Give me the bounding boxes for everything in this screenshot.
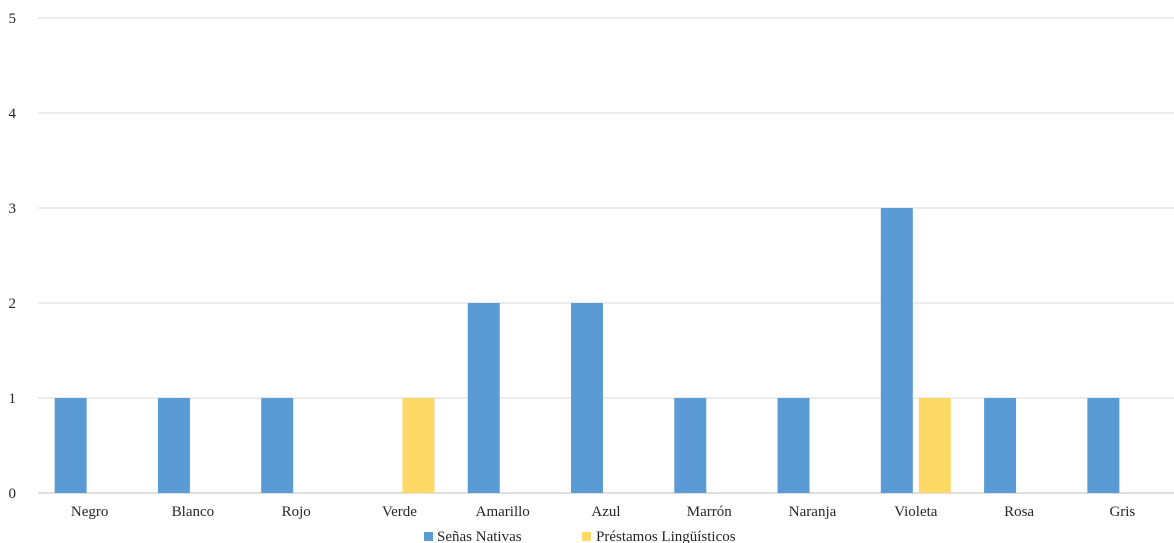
bars [54, 208, 1120, 493]
x-tick-label: Gris [1109, 504, 1135, 520]
bar-se-as-nativas-marrón [674, 398, 707, 493]
y-tick-label: 5 [9, 11, 17, 27]
x-axis: Negro Blanco Rojo Verde Amarillo Azul Marrón Na… [71, 504, 1136, 520]
bar-pr-stamos-ling-sticos-verde [402, 398, 435, 493]
x-tick-label: Amarillo [476, 504, 530, 520]
y-tick-label: 2 [9, 296, 17, 312]
x-tick-label: Naranja [789, 504, 837, 520]
y-tick-label: 3 [9, 201, 17, 217]
bar-se-as-nativas-rosa [984, 398, 1017, 493]
legend: Señas Nativas Préstamos Lingüísticos [424, 529, 736, 543]
bar-se-as-nativas-naranja [777, 398, 810, 493]
x-tick-label: Blanco [172, 504, 215, 520]
bar-se-as-nativas-amarillo [467, 303, 500, 493]
y-tick-label: 1 [9, 391, 17, 407]
x-tick-label: Rosa [1004, 504, 1034, 520]
bar-pr-stamos-ling-sticos-violeta [918, 398, 951, 493]
bar-se-as-nativas-azul [571, 303, 603, 493]
bar-se-as-nativas-blanco [157, 398, 190, 493]
y-tick-label: 4 [9, 106, 17, 122]
bar-se-as-nativas-rojo [261, 398, 294, 493]
x-tick-label: Marrón [687, 504, 732, 520]
x-tick-label: Negro [71, 504, 109, 520]
x-tick-label: Violeta [894, 504, 938, 520]
x-tick-label: Rojo [282, 504, 311, 520]
x-tick-label: Verde [382, 504, 417, 520]
bar-se-as-nativas-gris [1087, 398, 1120, 493]
legend-label-1: Préstamos Lingüísticos [596, 529, 736, 543]
y-tick-label: 0 [9, 486, 17, 502]
x-tick-label: Azul [591, 504, 620, 520]
y-axis: 0 1 2 3 4 5 [9, 11, 17, 502]
legend-swatch-0 [424, 532, 433, 541]
legend-swatch-1 [582, 532, 591, 541]
bar-se-as-nativas-negro [54, 398, 87, 493]
legend-label-0: Señas Nativas [437, 529, 522, 543]
bar-se-as-nativas-violeta [880, 208, 913, 493]
